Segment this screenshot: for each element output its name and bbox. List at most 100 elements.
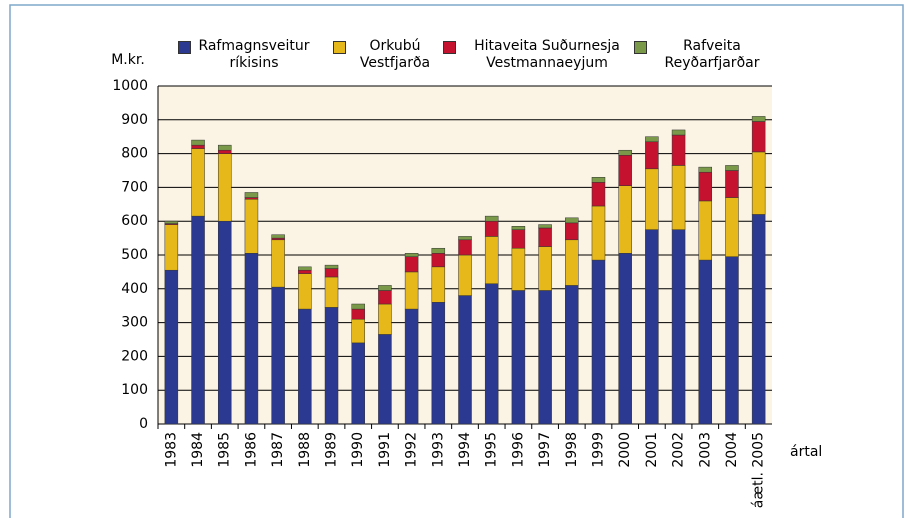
bar-segment	[725, 197, 739, 257]
bar-segment	[164, 269, 179, 425]
bar-segment	[591, 259, 606, 425]
bar-segment	[431, 247, 446, 254]
x-axis-label: ártal	[790, 444, 822, 460]
bar-segment	[351, 303, 365, 310]
bar-segment	[378, 303, 392, 335]
bar-segment	[565, 285, 579, 425]
bar-segment	[244, 192, 259, 198]
bar-segment	[725, 165, 739, 171]
bar-segment	[725, 170, 739, 198]
bar-segment	[511, 290, 526, 425]
y-tick-label: 100	[121, 382, 148, 398]
x-tick-label: 1985	[217, 432, 233, 468]
legend-swatch	[178, 41, 191, 54]
bar-segment	[458, 239, 472, 256]
x-tick-label: 1998	[564, 432, 580, 468]
bar-segment	[217, 153, 232, 222]
bar-segment	[618, 155, 632, 186]
bar-segment	[431, 253, 446, 268]
bar-segment	[484, 215, 499, 222]
bar-segment	[378, 285, 392, 291]
x-tick-label: áætl. 2005	[751, 432, 767, 508]
legend-label: Orkubú Vestfjarða	[359, 38, 431, 71]
x-tick-label: 1986	[243, 432, 259, 468]
bar-segment	[324, 264, 339, 269]
bar-segment	[618, 185, 632, 254]
legend-swatch	[443, 41, 456, 54]
bar-segment	[751, 116, 766, 122]
bar-segment	[191, 139, 205, 146]
bar-segment	[538, 227, 552, 247]
bar-segment	[458, 236, 472, 241]
x-tick-label: 1990	[350, 432, 366, 468]
bar-segment	[591, 177, 606, 183]
bar-segment	[511, 226, 526, 230]
bar-segment	[751, 151, 766, 215]
bar-segment	[404, 271, 419, 310]
bar-segment	[591, 182, 606, 207]
y-tick-label: 700	[121, 179, 148, 195]
bar-segment	[324, 268, 339, 278]
bar-segment	[244, 197, 259, 200]
bar-segment	[698, 166, 713, 173]
bar-segment	[271, 234, 285, 239]
bar-segment	[351, 318, 365, 344]
bar-segment	[244, 253, 259, 425]
bar-segment	[298, 266, 312, 271]
bar-segment	[404, 308, 419, 425]
y-tick-label: 800	[121, 146, 148, 162]
x-tick-label: 1996	[510, 432, 526, 468]
y-tick-label: 0	[139, 416, 148, 432]
bar-segment	[618, 253, 632, 425]
y-axis-label: M.kr.	[111, 52, 145, 68]
bar-segment	[751, 121, 766, 153]
bar-segment	[431, 266, 446, 303]
bar-segment	[298, 273, 312, 310]
bar-segment	[538, 246, 552, 291]
y-tick-label: 300	[121, 315, 148, 331]
bar-segment	[618, 149, 632, 156]
y-tick-label: 500	[121, 247, 148, 263]
bar-segment	[191, 144, 205, 149]
bar-segment	[645, 136, 659, 143]
bar-segment	[271, 286, 285, 425]
bar-segment	[324, 276, 339, 308]
x-tick-label: 1988	[297, 432, 313, 468]
y-tick-label: 1000	[112, 78, 148, 94]
y-tick-label: 400	[121, 281, 148, 297]
x-tick-label: 1987	[270, 432, 286, 468]
bar-segment	[458, 254, 472, 296]
bar-segment	[431, 302, 446, 425]
bar-segment	[164, 224, 179, 271]
bar-segment	[404, 256, 419, 273]
bar-segment	[565, 217, 579, 224]
x-tick-label: 1989	[324, 432, 340, 468]
x-tick-label: 2004	[724, 432, 740, 468]
bar-segment	[671, 134, 686, 166]
x-tick-label: 1992	[404, 432, 420, 468]
bar-segment	[298, 308, 312, 425]
bar-segment	[484, 236, 499, 284]
bar-segment	[645, 141, 659, 170]
y-tick-label: 600	[121, 213, 148, 229]
bar-segment	[511, 229, 526, 249]
bar-segment	[217, 144, 232, 151]
bar-segment	[404, 253, 419, 257]
bar-segment	[271, 237, 285, 241]
frame	[9, 4, 904, 518]
bar-segment	[351, 342, 365, 425]
bar-segment	[484, 220, 499, 237]
bar-segment	[298, 269, 312, 274]
x-tick-label: 2003	[697, 432, 713, 468]
bar-segment	[538, 224, 552, 229]
bar-segment	[484, 283, 499, 425]
bar-segment	[725, 256, 739, 425]
bar-segment	[698, 200, 713, 261]
bar-segment	[511, 247, 526, 291]
bar-segment	[591, 205, 606, 261]
bar-segment	[378, 334, 392, 425]
x-tick-label: 2001	[644, 432, 660, 468]
bar-segment	[217, 220, 232, 425]
bar-segment	[271, 239, 285, 288]
